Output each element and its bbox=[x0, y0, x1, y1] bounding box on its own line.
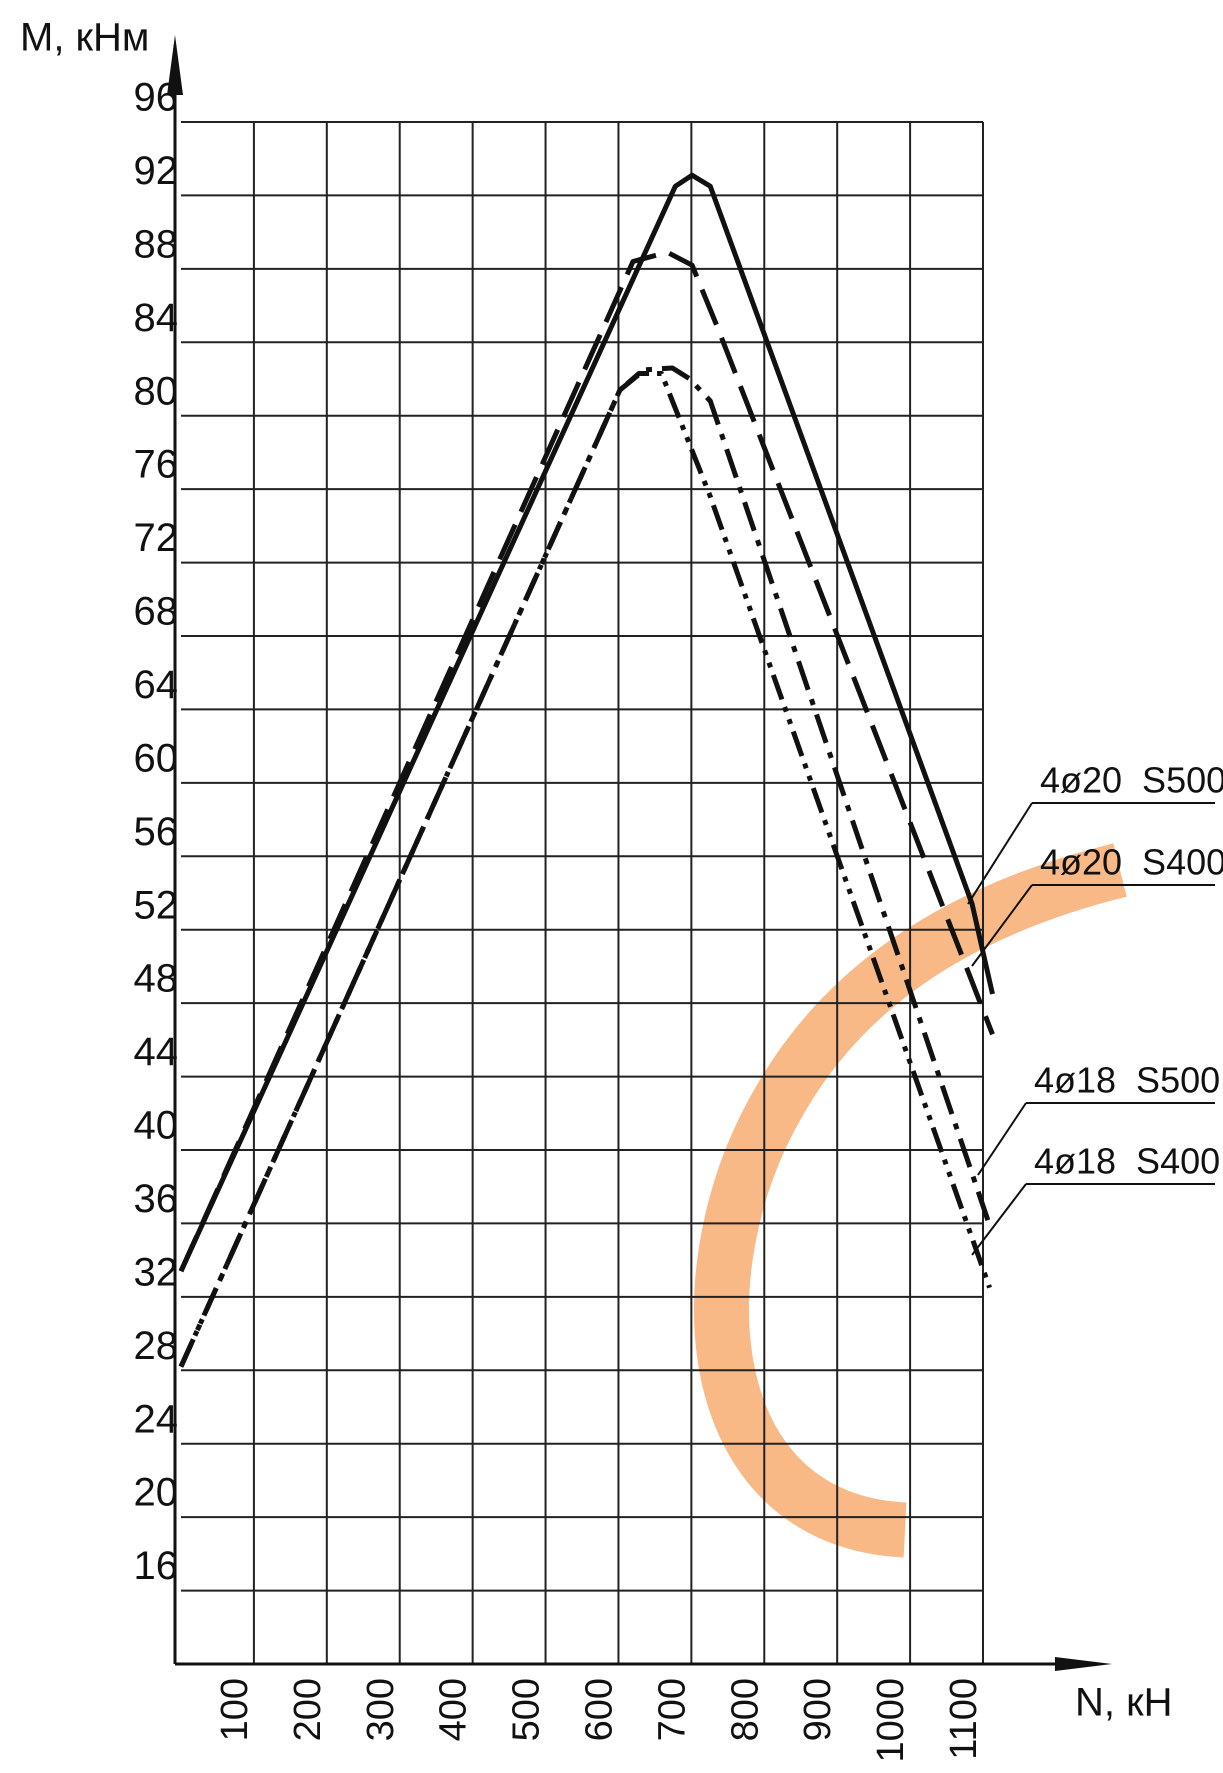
x-tick-label: 400 bbox=[433, 1678, 475, 1741]
x-tick-label: 500 bbox=[506, 1678, 548, 1741]
x-tick-label: 100 bbox=[214, 1678, 256, 1741]
legend-leader bbox=[971, 884, 1033, 967]
x-tick-label: 800 bbox=[724, 1678, 766, 1741]
x-tick-label: 300 bbox=[360, 1678, 402, 1741]
x-tick-label: 1000 bbox=[870, 1678, 912, 1763]
x-tick-label: 200 bbox=[287, 1678, 329, 1741]
y-tick-label: 44 bbox=[134, 1030, 179, 1074]
y-tick-label: 56 bbox=[134, 810, 179, 854]
series-line bbox=[178, 371, 992, 1368]
y-tick-label: 60 bbox=[134, 736, 179, 780]
legend-label: 4ø20 S500 bbox=[1040, 760, 1223, 801]
series-line bbox=[178, 365, 992, 1368]
legend-leader bbox=[971, 1183, 1027, 1256]
legend-label: 4ø20 S400 bbox=[1040, 842, 1223, 883]
x-tick-label: 600 bbox=[578, 1678, 620, 1741]
y-tick-label: 20 bbox=[134, 1471, 179, 1515]
y-tick-label: 28 bbox=[134, 1324, 179, 1368]
y-tick-label: 40 bbox=[134, 1104, 179, 1148]
y-tick-label: 36 bbox=[134, 1177, 179, 1221]
y-axis-arrow bbox=[167, 35, 183, 95]
y-tick-label: 72 bbox=[134, 516, 179, 560]
legend-leader bbox=[977, 1102, 1027, 1176]
y-tick-label: 16 bbox=[134, 1544, 179, 1588]
watermark-arc bbox=[694, 843, 1127, 1558]
legend-label: 4ø18 S500 bbox=[1034, 1060, 1220, 1101]
y-tick-label: 24 bbox=[134, 1397, 179, 1441]
y-tick-label: 80 bbox=[134, 369, 179, 413]
y-tick-label: 32 bbox=[134, 1250, 179, 1294]
y-tick-label: 52 bbox=[134, 883, 179, 927]
y-tick-label: 64 bbox=[134, 663, 179, 707]
y-tick-label: 88 bbox=[134, 222, 179, 266]
x-axis-title: N, кН bbox=[1075, 1681, 1173, 1725]
y-tick-label: 84 bbox=[134, 296, 179, 340]
x-tick-label: 700 bbox=[651, 1678, 693, 1741]
legend-label: 4ø18 S400 bbox=[1034, 1141, 1220, 1182]
series-line bbox=[178, 249, 995, 1273]
y-tick-label: 76 bbox=[134, 443, 179, 487]
x-tick-label: 900 bbox=[797, 1678, 839, 1741]
y-axis-title: M, кНм bbox=[20, 16, 149, 60]
y-tick-label: 48 bbox=[134, 957, 179, 1001]
series-line bbox=[178, 172, 995, 1273]
y-tick-label: 92 bbox=[134, 149, 179, 193]
legend-leader bbox=[967, 802, 1033, 905]
y-tick-label: 68 bbox=[134, 590, 179, 634]
x-tick-label: 1100 bbox=[943, 1678, 985, 1760]
x-axis-arrow bbox=[1055, 1657, 1112, 1671]
